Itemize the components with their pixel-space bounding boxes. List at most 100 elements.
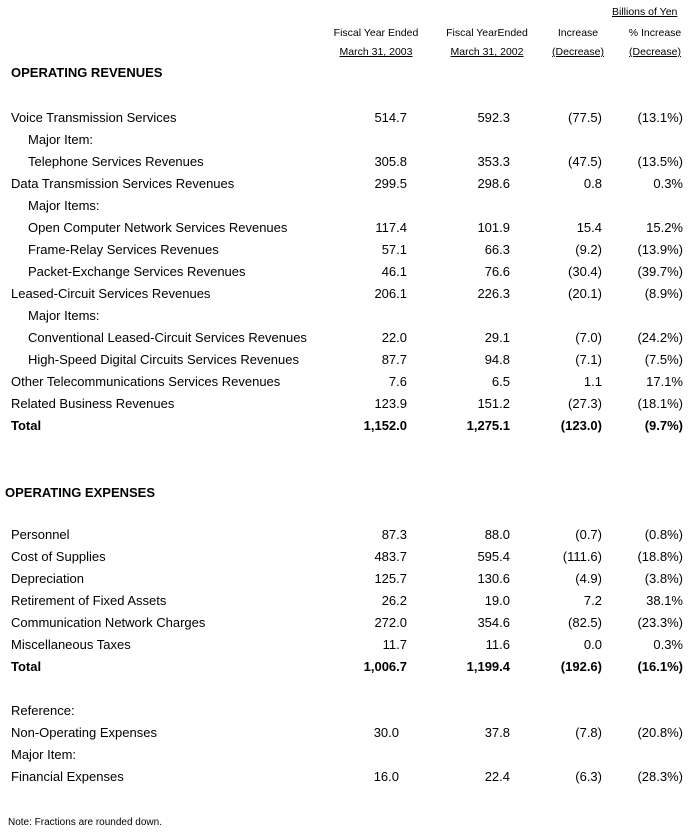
percent-change-value: (7.5%): [644, 352, 683, 367]
table-row: Financial Expenses 16.0 22.4 (6.3) (28.3%): [0, 768, 694, 786]
row-label: Miscellaneous Taxes: [11, 637, 131, 652]
fy2003-value: 11.7: [382, 637, 407, 652]
fy2002-value: 595.4: [477, 549, 510, 564]
row-label: Major Items:: [28, 198, 100, 213]
fy2003-value: 16.0: [373, 769, 399, 784]
row-label: Reference:: [11, 703, 75, 718]
col4-header-line2: (Decrease): [629, 46, 681, 58]
fy2003-value: 1,152.0: [363, 418, 407, 433]
fy2003-value: 299.5: [374, 176, 407, 191]
fy2003-value: 1,006.7: [363, 659, 407, 674]
row-label: Packet-Exchange Services Revenues: [28, 264, 246, 279]
row-label: Total: [11, 418, 42, 433]
row-label: Other Telecommunications Services Revenu…: [11, 374, 281, 389]
increase-value: (30.4): [568, 264, 602, 279]
percent-change-value: (13.9%): [637, 242, 683, 257]
increase-value: (7.8): [575, 725, 602, 740]
footnote: Note: Fractions are rounded down.: [8, 817, 162, 828]
fy2002-value: 226.3: [477, 286, 510, 301]
percent-change-value: 15.2%: [646, 220, 683, 235]
table-row: Other Telecommunications Services Revenu…: [0, 373, 694, 391]
increase-value: (4.9): [575, 571, 602, 586]
fy2002-value: 6.5: [491, 374, 510, 389]
increase-value: 7.2: [583, 593, 602, 608]
fy2003-value: 30.0: [373, 725, 399, 740]
row-label: Frame-Relay Services Revenues: [28, 242, 219, 257]
increase-value: 0.8: [583, 176, 602, 191]
row-label: Retirement of Fixed Assets: [11, 593, 167, 608]
table-row: Depreciation 125.7 130.6 (4.9) (3.8%): [0, 570, 694, 588]
fy2002-value: 19.0: [484, 593, 510, 608]
fy2003-value: 22.0: [381, 330, 407, 345]
row-label: High-Speed Digital Circuits Services Rev…: [28, 352, 299, 367]
row-label: Major Items:: [28, 308, 100, 323]
row-label: Personnel: [11, 527, 70, 542]
table-row: Personnel 87.3 88.0 (0.7) (0.8%): [0, 526, 694, 544]
percent-change-value: (18.1%): [637, 396, 683, 411]
increase-value: 0.0: [583, 637, 602, 652]
fy2002-value: 29.1: [484, 330, 510, 345]
fy2003-value: 125.7: [374, 571, 407, 586]
increase-value: (47.5): [568, 154, 602, 169]
col3-header-line1: Increase: [557, 27, 599, 39]
table-row: High-Speed Digital Circuits Services Rev…: [0, 351, 694, 369]
increase-value: (0.7): [575, 527, 602, 542]
fy2002-value: 101.9: [477, 220, 510, 235]
table-row: Miscellaneous Taxes 11.7 11.6 0.0 0.3%: [0, 636, 694, 654]
fy2003-value: 117.4: [375, 220, 407, 235]
increase-value: 1.1: [583, 374, 602, 389]
fy2002-value: 76.6: [484, 264, 510, 279]
table-row: Cost of Supplies 483.7 595.4 (111.6) (18.8%): [0, 548, 694, 566]
percent-change-value: (39.7%): [637, 264, 683, 279]
fy2003-value: 272.0: [374, 615, 407, 630]
row-label: Cost of Supplies: [11, 549, 106, 564]
table-row: Telephone Services Revenues 305.8 353.3 (47…: [0, 153, 694, 171]
fy2002-value: 298.6: [477, 176, 510, 191]
increase-value: (27.3): [568, 396, 602, 411]
fy2002-value: 11.6: [485, 637, 510, 652]
fy2003-value: 123.9: [374, 396, 407, 411]
increase-value: (82.5): [568, 615, 602, 630]
expenses-title: OPERATING EXPENSES: [5, 485, 156, 500]
table-row: Communication Network Charges 272.0 354.6 (…: [0, 614, 694, 632]
table-row: Voice Transmission Services 514.7 592.3 (77…: [0, 109, 694, 127]
increase-value: (7.1): [575, 352, 602, 367]
row-label: Open Computer Network Services Revenues: [28, 220, 288, 235]
increase-value: (9.2): [575, 242, 602, 257]
percent-change-value: 0.3%: [653, 176, 683, 191]
percent-change-value: (18.8%): [637, 549, 683, 564]
fy2003-value: 483.7: [374, 549, 407, 564]
percent-change-value: (0.8%): [644, 527, 683, 542]
table-row: Packet-Exchange Services Revenues 46.1 76.…: [0, 263, 694, 281]
row-label: Depreciation: [11, 571, 84, 586]
fy2002-value: 1,275.1: [466, 418, 510, 433]
col2-header-line2: March 31, 2002: [450, 46, 524, 58]
fy2002-value: 66.3: [484, 242, 510, 257]
table-row: Conventional Leased-Circuit Services Rev…: [0, 329, 694, 347]
table-row: Reference:: [0, 702, 694, 720]
fy2003-value: 87.3: [381, 527, 407, 542]
increase-value: (192.6): [560, 659, 602, 674]
fy2003-value: 7.6: [388, 374, 407, 389]
table-row: Non-Operating Expenses 30.0 37.8 (7.8) (20.8…: [0, 724, 694, 742]
fy2002-value: 94.8: [484, 352, 510, 367]
row-label: Major Item:: [28, 132, 94, 147]
table-row: Open Computer Network Services Revenues 1…: [0, 219, 694, 237]
row-label: Total: [11, 659, 42, 674]
percent-change-value: 0.3%: [653, 637, 683, 652]
fy2002-value: 22.4: [484, 769, 510, 784]
increase-value: (7.0): [575, 330, 602, 345]
fy2003-value: 206.1: [374, 286, 407, 301]
percent-change-value: (9.7%): [644, 418, 683, 433]
table-row: Major Item:: [0, 131, 694, 149]
increase-value: 15.4: [576, 220, 602, 235]
row-label: Communication Network Charges: [11, 615, 206, 630]
fy2002-value: 88.0: [484, 527, 510, 542]
fy2002-value: 354.6: [477, 615, 510, 630]
percent-change-value: (13.5%): [637, 154, 683, 169]
row-label: Data Transmission Services Revenues: [11, 176, 235, 191]
revenues-title: OPERATING REVENUES: [11, 65, 163, 80]
table-row: Major Item:: [0, 746, 694, 764]
percent-change-value: 38.1%: [646, 593, 683, 608]
